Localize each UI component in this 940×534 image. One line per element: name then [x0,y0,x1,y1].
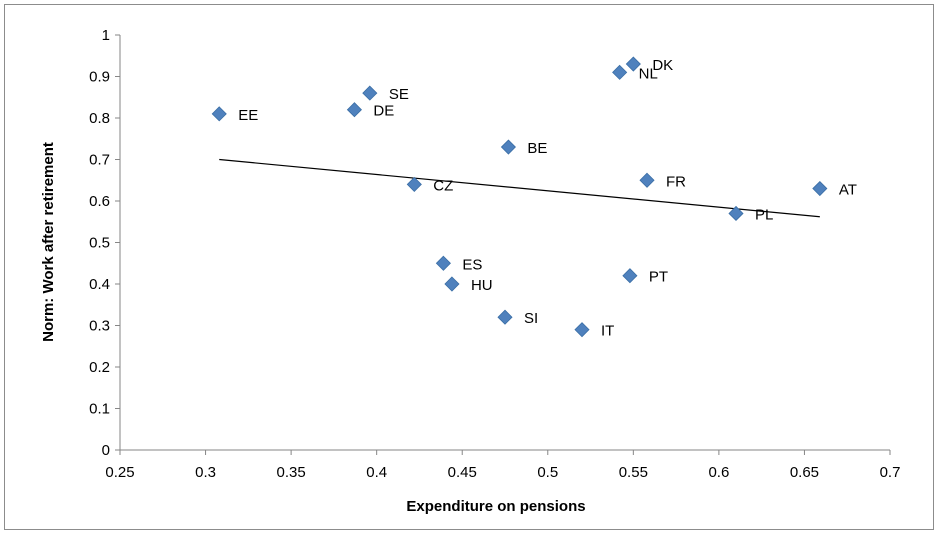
x-axis-title: Expenditure on pensions [406,498,585,515]
data-point-de [346,102,362,118]
y-tick-label: 0.1 [89,401,110,418]
data-label-hu: HU [471,277,493,294]
data-label-cz: CZ [433,177,453,194]
data-point-se [362,85,378,101]
x-tick-label: 0.7 [880,464,901,481]
x-tick-label: 0.3 [195,464,216,481]
data-label-pt: PT [649,269,668,286]
data-label-it: IT [601,323,614,340]
data-point-pl [728,205,744,222]
x-tick-label: 0.6 [708,464,729,481]
data-point-cz [406,176,422,192]
trendline-group [219,158,820,218]
data-label-de: DE [373,103,394,120]
data-label-es: ES [462,256,482,273]
y-tick-label: 0.4 [89,276,110,293]
axes: 0 0.1 0.2 0.3 0.4 0.5 0.6 0.7 0.8 0.9 1 0.25 0.3 0.35… [89,27,900,481]
data-label-se: SE [389,86,409,103]
data-point-be [500,139,516,155]
x-tick-label: 0.45 [448,464,477,481]
y-tick-label: 0.8 [89,110,110,127]
data-label-ee: EE [238,107,258,124]
data-point-si [497,309,513,325]
data-point-pt [622,268,638,284]
data-label-si: SI [524,310,538,327]
x-tick-label: 0.4 [366,464,387,481]
data-label-be: BE [527,140,547,157]
y-tick-label: 0.6 [89,193,110,210]
x-tick-label: 0.5 [537,464,558,481]
y-tick-label: 0.7 [89,152,110,169]
y-tick-label: 0.2 [89,359,110,376]
x-tick-label: 0.35 [277,464,306,481]
x-tick-label: 0.55 [619,464,648,481]
data-point-dk [625,56,641,72]
data-point-it [574,322,590,338]
y-tick-label: 0.5 [89,235,110,252]
data-label-at: AT [839,182,857,199]
y-axis-title: Norm: Work after retirement [40,142,57,342]
data-point-fr [639,172,655,188]
y-tick-label: 0.9 [89,69,110,86]
data-point-at [812,180,828,197]
data-point-ee [211,106,227,122]
data-label-fr: FR [666,173,686,190]
data-point-nl [612,64,628,80]
data-label-dk: DK [652,57,673,74]
y-tick-label: 0 [102,442,110,459]
y-tick-label: 0.3 [89,318,110,335]
data-point-es [435,255,451,271]
y-tick-label: 1 [102,27,110,44]
chart-frame [4,4,934,530]
data-label-pl: PL [755,206,773,223]
data-label-nl: NL [639,65,658,82]
data-point-hu [444,276,460,292]
trendline [219,158,820,218]
x-tick-label: 0.65 [790,464,819,481]
x-tick-label: 0.25 [105,464,134,481]
